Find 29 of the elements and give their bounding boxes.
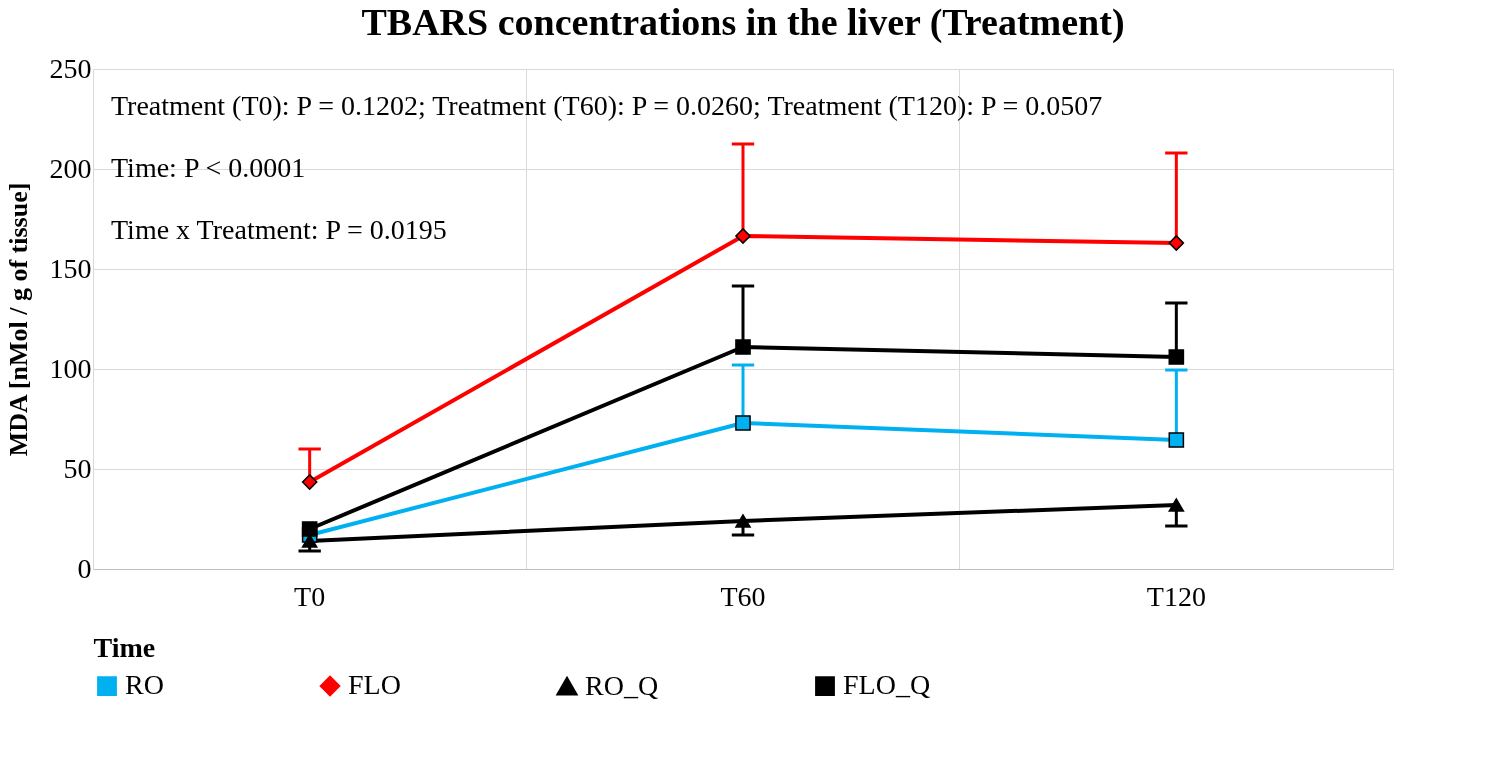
x-tick-label: T120 <box>1146 580 1206 612</box>
y-tick-label: 250 <box>49 52 92 84</box>
chart-title: TBARS concentrations in the liver (Treatment) <box>361 1 1125 44</box>
point <box>1168 349 1185 365</box>
legend-label: RO <box>125 669 164 701</box>
x-tick-label: T0 <box>294 580 326 612</box>
annotation: Time: P < 0.0001 <box>111 152 306 183</box>
annotation: Treatment (T0): P = 0.1202; Treatment (T60): P = 0.0260; Treatment (T120): P = 0.0507 <box>111 90 1103 121</box>
point <box>1168 235 1185 251</box>
y-tick-label: 100 <box>49 352 92 384</box>
x-axis-title: Time <box>93 631 156 663</box>
point <box>301 474 318 490</box>
point <box>735 415 751 431</box>
legend-label: FLO <box>348 669 401 701</box>
y-tick-label: 150 <box>49 252 92 284</box>
y-axis-title: MDA [nMol / g of tissue] <box>3 182 33 457</box>
point <box>1168 498 1185 512</box>
legend-label: FLO_Q <box>843 669 931 701</box>
y-tick-label: 200 <box>49 152 92 184</box>
annotation: Time x Treatment: P = 0.0195 <box>111 214 447 245</box>
point <box>735 514 751 528</box>
point <box>1168 432 1185 448</box>
y-tick-label: 50 <box>63 452 92 484</box>
point <box>735 228 751 244</box>
point <box>301 521 318 537</box>
y-tick-label: 0 <box>77 552 92 584</box>
point <box>735 339 751 355</box>
legend-label: RO_Q <box>585 669 659 701</box>
x-tick-label: T60 <box>720 580 766 612</box>
